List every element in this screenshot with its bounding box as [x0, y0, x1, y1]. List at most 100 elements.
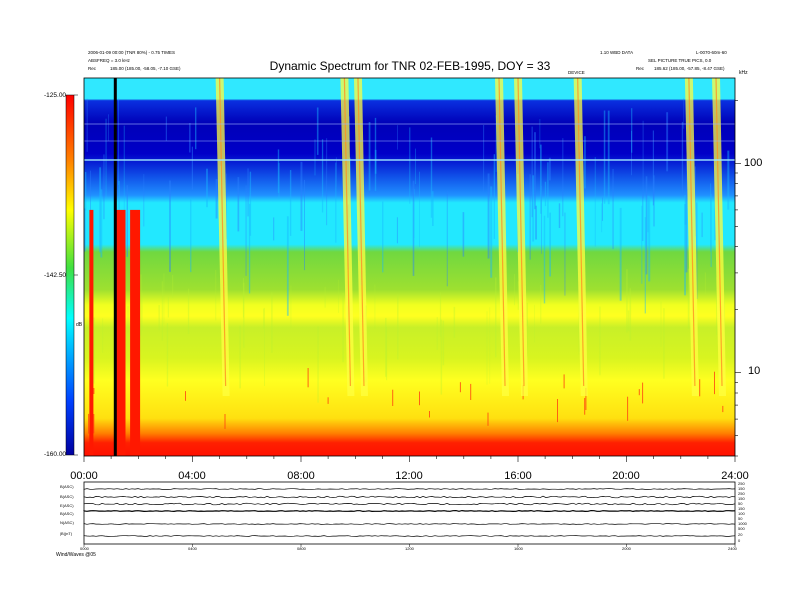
texture-spike: [627, 396, 629, 421]
texture-streak: [453, 306, 456, 338]
texture-streak: [544, 181, 547, 207]
texture-streak: [607, 110, 610, 205]
texture-streak: [631, 108, 633, 153]
texture-streak: [534, 304, 535, 343]
red-column: [130, 209, 141, 456]
texture-spike: [392, 389, 394, 406]
texture-streak: [612, 169, 614, 250]
texture-streak: [314, 139, 316, 176]
texture-spike: [224, 414, 226, 429]
texture-streak: [165, 116, 167, 141]
texture-spike: [429, 411, 430, 418]
texture-spike: [585, 387, 587, 410]
texture-streak: [338, 279, 339, 313]
panel-x-tick-0400: 0400: [188, 546, 197, 551]
texture-streak: [594, 157, 596, 247]
texture-streak: [215, 269, 217, 321]
texture-streak: [710, 183, 712, 252]
texture-streak: [685, 191, 688, 273]
texture-streak: [419, 171, 420, 248]
texture-streak: [653, 175, 655, 227]
panel-trace: [83, 488, 736, 490]
texture-streak: [526, 302, 528, 327]
texture-streak: [286, 216, 289, 316]
texture-streak: [487, 173, 490, 259]
texture-streak: [100, 189, 103, 258]
texture-streak: [191, 146, 193, 190]
panel-trace: [83, 509, 736, 513]
texture-streak: [666, 112, 669, 172]
panel-x-tick-2400: 2400: [728, 546, 737, 551]
texture-streak: [644, 217, 646, 314]
texture-streak: [103, 154, 105, 220]
texture-streak: [249, 171, 252, 236]
colorbar-unit-label: dB: [76, 322, 83, 328]
texture-streak: [627, 310, 630, 332]
x-tick-0000: 00:00: [70, 470, 98, 482]
burst-core: [577, 77, 585, 387]
panel-right-tick-12: 0: [738, 538, 741, 543]
texture-streak: [578, 301, 580, 355]
texture-streak: [436, 317, 438, 350]
texture-streak: [342, 293, 344, 363]
texture-streak: [409, 127, 411, 204]
texture-spike: [88, 413, 90, 434]
texture-streak: [278, 163, 280, 200]
texture-streak: [517, 281, 519, 310]
burst-core: [343, 77, 351, 387]
texture-streak: [374, 117, 377, 191]
footer-label: Wind/Waves @05: [56, 552, 96, 558]
texture-streak: [527, 319, 528, 357]
x-tick-1600: 16:00: [504, 470, 532, 482]
texture-streak: [158, 305, 160, 331]
texture-streak: [439, 292, 442, 337]
texture-streak: [172, 275, 174, 298]
texture-streak: [602, 197, 603, 221]
texture-streak: [684, 204, 686, 296]
panel-x-tick-0800: 0800: [297, 546, 306, 551]
texture-streak: [189, 123, 191, 153]
texture-streak: [681, 121, 684, 194]
texture-streak: [86, 98, 88, 152]
y-tick-10: 10: [748, 365, 761, 377]
texture-streak: [118, 98, 119, 186]
texture-streak: [495, 277, 497, 358]
panel-right-tick-11: 20: [738, 532, 743, 537]
texture-streak: [696, 202, 698, 299]
texture-streak: [316, 107, 319, 155]
panel-right-tick-10: 500: [738, 526, 745, 531]
burst-core: [498, 77, 506, 387]
texture-streak: [619, 207, 622, 301]
texture-spike: [459, 382, 461, 393]
panel-x-tick-0000: 0000: [80, 546, 89, 551]
y-tick-100: 100: [744, 157, 763, 169]
texture-streak: [483, 125, 485, 192]
texture-streak: [143, 174, 145, 227]
header-left-info-2: ABSFREQ = 3.0 kHz: [88, 58, 130, 63]
black-data-gap-line: [113, 78, 117, 456]
panel-label-4: B(ASC): [60, 511, 74, 516]
header-right-rec: Rec: [636, 66, 645, 71]
texture-streak: [631, 130, 632, 176]
texture-streak: [601, 203, 603, 233]
texture-streak: [277, 149, 280, 193]
texture-streak: [226, 173, 227, 239]
panel-trace: [83, 523, 736, 525]
texture-streak: [169, 180, 171, 272]
colorbar: [65, 94, 75, 456]
panel-x-tick-2000: 2000: [622, 546, 631, 551]
texture-streak: [289, 170, 292, 236]
texture-streak: [335, 157, 337, 188]
texture-streak: [167, 296, 169, 318]
texture-streak: [652, 130, 654, 206]
texture-spike: [557, 399, 558, 423]
panel-label-1: B(ASC): [60, 484, 74, 489]
texture-streak: [108, 114, 109, 141]
panel-right-tick-7: 100: [738, 511, 745, 516]
texture-streak: [206, 168, 208, 208]
texture-spike: [638, 389, 640, 396]
texture-streak: [603, 110, 606, 204]
x-tick-0800: 08:00: [287, 470, 315, 482]
texture-streak: [641, 205, 643, 284]
